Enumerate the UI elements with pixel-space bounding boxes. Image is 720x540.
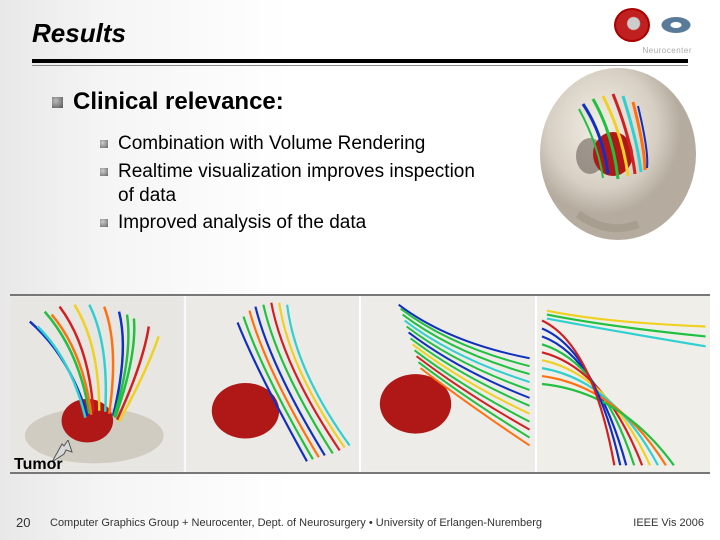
bullet-icon bbox=[100, 219, 108, 227]
bullet-text: Improved analysis of the data bbox=[118, 211, 366, 235]
panel-1 bbox=[10, 296, 184, 472]
logo-caption: Neurocenter bbox=[642, 46, 692, 55]
bullet-icon bbox=[100, 168, 108, 176]
panel-2 bbox=[186, 296, 360, 472]
skull-volume-render-image bbox=[518, 64, 708, 254]
result-image-row bbox=[10, 294, 710, 474]
slide-footer: 20 Computer Graphics Group + Neurocenter… bbox=[0, 515, 720, 530]
list-item: Improved analysis of the data bbox=[100, 211, 480, 235]
neurocenter-logo-icon bbox=[614, 8, 650, 42]
logo-group bbox=[614, 8, 696, 42]
panel-4 bbox=[537, 296, 711, 472]
list-item: Combination with Volume Rendering bbox=[100, 132, 480, 156]
tumor-label: Tumor bbox=[14, 456, 63, 474]
header-rule-thick bbox=[32, 59, 688, 63]
bullet-text: Realtime visualization improves inspecti… bbox=[118, 160, 480, 208]
slide-header: Results Neurocenter bbox=[0, 0, 720, 55]
footer-venue: IEEE Vis 2006 bbox=[633, 517, 704, 529]
bullet-list: Combination with Volume Rendering Realti… bbox=[100, 132, 480, 235]
eye-logo-icon bbox=[656, 14, 696, 36]
bullet-icon bbox=[100, 140, 108, 148]
bullet-text: Combination with Volume Rendering bbox=[118, 132, 425, 156]
bullet-icon bbox=[52, 97, 63, 108]
slide-number: 20 bbox=[16, 515, 44, 530]
footer-affiliation: Computer Graphics Group + Neurocenter, D… bbox=[44, 517, 633, 529]
content-heading: Clinical relevance: bbox=[73, 88, 284, 116]
list-item: Realtime visualization improves inspecti… bbox=[100, 160, 480, 208]
panel-3 bbox=[361, 296, 535, 472]
